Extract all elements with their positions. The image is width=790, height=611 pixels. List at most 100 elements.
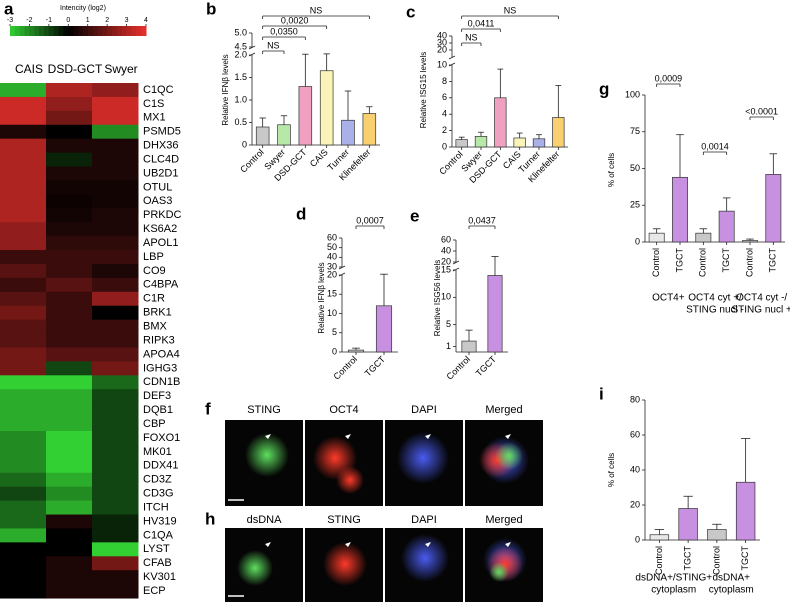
y-axis-label: % of cells	[607, 153, 616, 187]
y-tick-label: 2.0	[234, 49, 247, 59]
bar	[362, 113, 377, 146]
arrowhead	[265, 434, 271, 439]
heatmap-cell	[0, 305, 47, 321]
heatmap-cell	[92, 542, 139, 557]
panel-label: g	[599, 79, 609, 98]
heatmap-cell	[92, 403, 139, 418]
comparison-label: <0.0001	[745, 106, 778, 116]
y-tick-label: 60	[630, 429, 640, 439]
heatmap-cell	[92, 236, 139, 251]
x-tick-label: TGCT	[721, 248, 731, 273]
comparison-label: 0,0007	[356, 215, 384, 225]
heatmap-cell	[92, 208, 139, 223]
panel-label: i	[599, 384, 604, 403]
y-tick-label: 30	[327, 261, 337, 271]
row-label: MK01	[143, 446, 172, 458]
y-tick-label: 15	[441, 264, 451, 274]
bar	[255, 126, 270, 146]
y-tick-label: 1.0	[234, 94, 247, 104]
colorbar-step	[116, 26, 123, 36]
channel-label: OCT4	[329, 404, 358, 416]
heatmap-cell	[92, 222, 139, 237]
heatmap-cell	[46, 542, 93, 557]
panel-label: d	[296, 204, 306, 223]
x-tick-label: Control	[698, 248, 708, 277]
y-tick-label: 0	[442, 141, 447, 151]
bar	[649, 534, 670, 541]
heatmap-cell	[46, 83, 93, 98]
colorbar-tick-label: 2	[105, 17, 109, 24]
comparison-label: 0,0009	[655, 73, 683, 83]
row-label: PSMD5	[143, 126, 181, 138]
bar	[672, 176, 688, 243]
y-tick-label: 20	[630, 499, 640, 509]
heatmap-cell	[46, 208, 93, 223]
y-tick-label: 2	[442, 125, 447, 135]
heatmap-cell	[0, 152, 47, 168]
row-label: PRKDC	[143, 209, 182, 221]
bar	[707, 529, 727, 541]
heatmap-cell	[46, 500, 93, 516]
colorbar-step	[87, 26, 94, 36]
bar	[678, 508, 698, 541]
heatmap-cell	[0, 500, 47, 516]
bar	[319, 70, 334, 146]
colorbar-step	[68, 26, 74, 36]
y-tick-label: 10	[441, 292, 451, 302]
colorbar-tick-label: 0	[66, 17, 70, 24]
x-tick-label: Control	[711, 546, 721, 575]
y-tick-label: 1	[446, 341, 451, 351]
colorbar-tick-label: -3	[7, 17, 13, 24]
row-label: DHX36	[143, 140, 178, 152]
heatmap-cell	[0, 347, 47, 362]
channel-label: Merged	[485, 404, 522, 416]
heatmap-cell	[0, 277, 47, 293]
row-label: LYST	[143, 543, 170, 555]
panel-label: b	[206, 0, 216, 18]
channel-label: DAPI	[411, 404, 437, 416]
heatmap-cell	[0, 528, 47, 543]
heatmap-cell	[0, 124, 47, 140]
cell-signal	[323, 542, 367, 586]
colorbar-tick-label: -2	[26, 17, 32, 24]
heatmap-cell	[92, 333, 139, 348]
heatmap-cell	[0, 194, 47, 209]
heatmap-cell	[92, 180, 139, 195]
row-label: APOA4	[143, 348, 180, 360]
heatmap-cell	[46, 347, 93, 362]
comparison-label: NS	[267, 40, 280, 50]
x-tick-label: TGCT	[740, 546, 750, 571]
row-label: LBP	[143, 251, 164, 263]
panel-label: e	[410, 206, 419, 225]
cell-signal	[489, 562, 509, 582]
row-label: C4BPA	[143, 279, 179, 291]
heatmap-cell	[0, 403, 47, 418]
heatmap-cell	[0, 556, 47, 571]
row-label: BRK1	[143, 307, 172, 319]
y-tick-label: 30	[437, 37, 447, 47]
colorbar-step	[97, 26, 103, 36]
y-tick-label: 8	[442, 76, 447, 86]
x-tick-label: TGCT	[768, 248, 778, 273]
heatmap-cell	[92, 500, 139, 516]
y-tick-label: 0	[635, 236, 640, 246]
axis-break	[452, 260, 460, 265]
row-label: CD3Z	[143, 474, 172, 486]
colorbar-title: Intencity (log2)	[60, 5, 106, 12]
colorbar-step	[48, 26, 55, 36]
colorbar-step	[10, 26, 16, 36]
heatmap-cell	[0, 431, 47, 446]
bar	[532, 138, 546, 148]
colorbar-step	[34, 26, 40, 36]
cell-signal	[401, 534, 449, 582]
row-label: ITCH	[143, 501, 169, 513]
x-tick-label: Control	[654, 546, 664, 575]
arrowhead	[505, 434, 511, 439]
panel-label: a	[4, 0, 14, 18]
heatmap-cell	[0, 263, 47, 279]
colorbar-step	[53, 26, 60, 36]
heatmap-cell	[92, 110, 139, 126]
y-tick-label: 15	[327, 289, 337, 299]
colorbar-step	[29, 26, 35, 36]
heatmap-cell	[92, 263, 139, 279]
